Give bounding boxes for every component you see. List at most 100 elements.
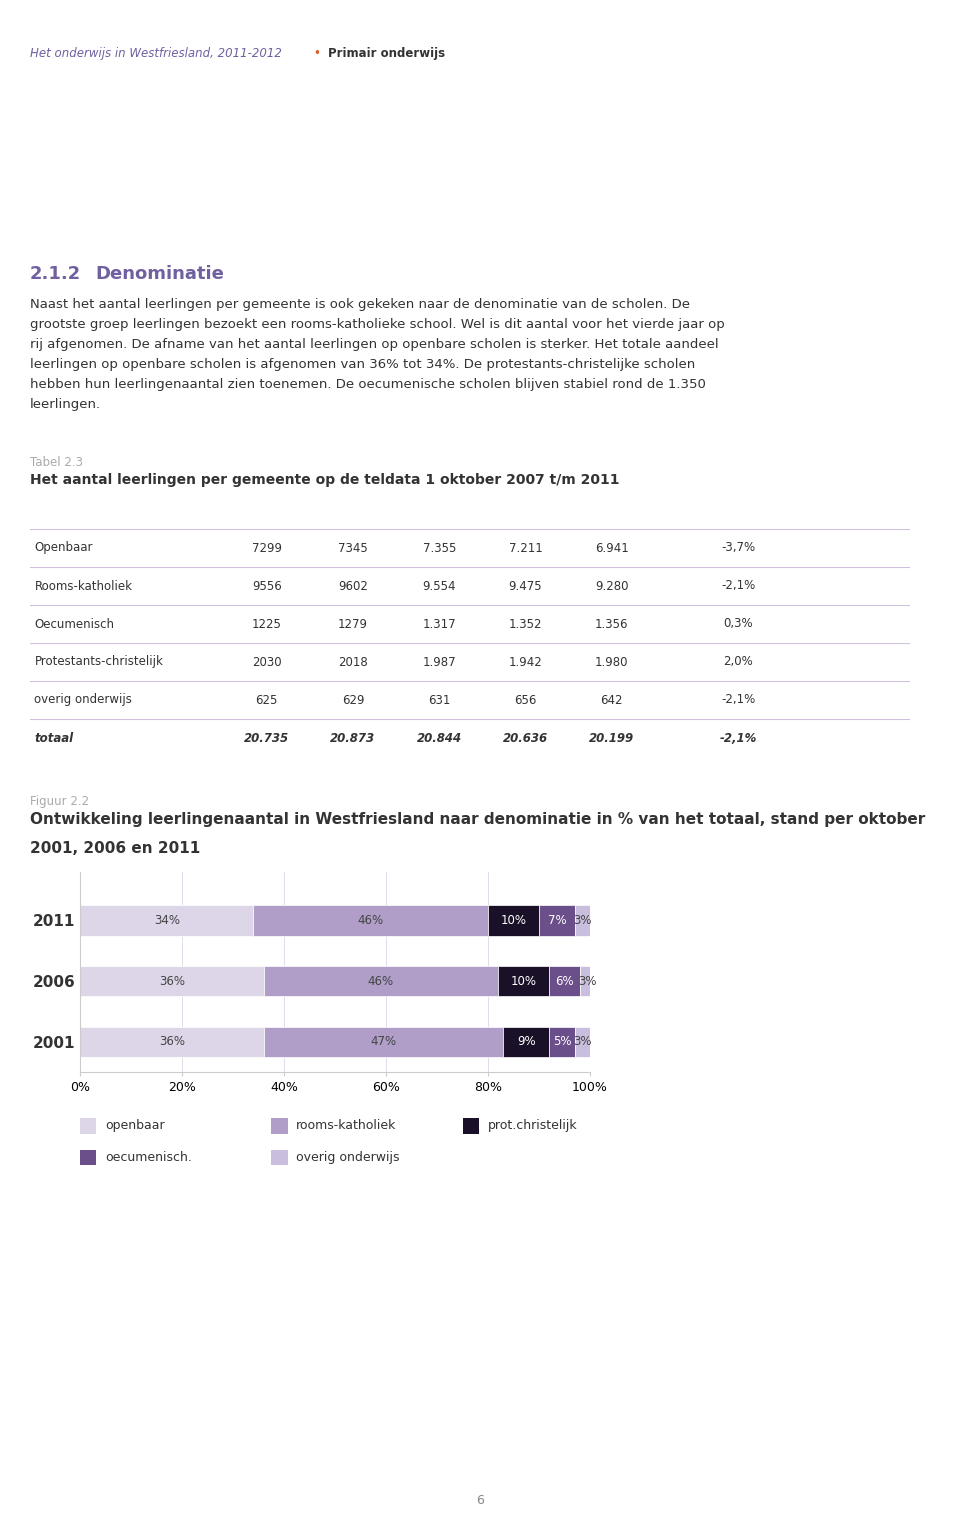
Text: overig onderwijs: overig onderwijs: [35, 693, 132, 707]
Text: 3%: 3%: [573, 1035, 591, 1049]
Text: Rooms-katholiek: Rooms-katholiek: [35, 579, 132, 593]
Text: Protestants-christelijk: Protestants-christelijk: [35, 655, 163, 669]
Text: Primair onderwijs: Primair onderwijs: [327, 47, 444, 59]
Text: 2011: 2011: [595, 503, 628, 517]
Text: 1.352: 1.352: [509, 617, 542, 631]
Bar: [503, 1027, 549, 1056]
Text: 1.317: 1.317: [422, 617, 456, 631]
Bar: [272, 1119, 288, 1134]
Text: 9602: 9602: [338, 579, 368, 593]
Bar: [80, 966, 264, 997]
Text: 9.475: 9.475: [509, 579, 542, 593]
Text: hebben hun leerlingenaantal zien toenemen. De oecumenische scholen blijven stabi: hebben hun leerlingenaantal zien toeneme…: [30, 378, 706, 392]
Text: Naast het aantal leerlingen per gemeente is ook gekeken naar de denominatie van : Naast het aantal leerlingen per gemeente…: [30, 299, 690, 311]
Text: 656: 656: [515, 693, 537, 707]
Text: Openbaar: Openbaar: [35, 541, 93, 555]
Text: 2,0%: 2,0%: [724, 655, 754, 669]
Bar: [575, 1027, 590, 1056]
Text: rij afgenomen. De afname van het aantal leerlingen op openbare scholen is sterke: rij afgenomen. De afname van het aantal …: [30, 338, 719, 351]
Bar: [498, 966, 549, 997]
Text: Tabel 2.3: Tabel 2.3: [30, 456, 83, 468]
Bar: [463, 1119, 479, 1134]
Text: leerlingen op openbare scholen is afgenomen van 36% tot 34%. De protestants-chri: leerlingen op openbare scholen is afgeno…: [30, 358, 695, 370]
Text: 7.211: 7.211: [509, 541, 542, 555]
Text: 2.1.2: 2.1.2: [30, 265, 82, 283]
Text: 20.199: 20.199: [589, 732, 635, 745]
Text: -2,1%: -2,1%: [721, 579, 756, 593]
Text: 20.735: 20.735: [244, 732, 289, 745]
Text: 1.980: 1.980: [595, 655, 629, 669]
Bar: [80, 1149, 96, 1164]
Text: 36%: 36%: [158, 974, 184, 988]
Text: 47%: 47%: [371, 1035, 396, 1049]
Text: 9%: 9%: [516, 1035, 536, 1049]
Bar: [549, 966, 580, 997]
Bar: [80, 1027, 264, 1056]
Bar: [539, 905, 575, 936]
Text: 2018: 2018: [338, 655, 368, 669]
Text: 6%: 6%: [555, 974, 574, 988]
Text: 625: 625: [255, 693, 277, 707]
Text: Oecumenisch: Oecumenisch: [35, 617, 114, 631]
Text: 20.636: 20.636: [503, 732, 548, 745]
Text: 5%: 5%: [553, 1035, 571, 1049]
Bar: [80, 1119, 96, 1134]
Text: oecumenisch.: oecumenisch.: [105, 1151, 192, 1164]
Text: 2009: 2009: [423, 503, 455, 517]
Text: 36%: 36%: [158, 1035, 184, 1049]
Text: Ontwikkeling leerlingenaantal in Westfriesland naar denominatie in % van het tot: Ontwikkeling leerlingenaantal in Westfri…: [30, 812, 925, 828]
Text: 20.873: 20.873: [330, 732, 375, 745]
Text: trend 2010-2011: trend 2010-2011: [684, 503, 794, 517]
Text: 46%: 46%: [358, 914, 384, 927]
Text: rooms-katholiek: rooms-katholiek: [297, 1119, 396, 1132]
Text: Het aantal leerlingen per gemeente op de teldata 1 oktober 2007 t/m 2011: Het aantal leerlingen per gemeente op de…: [30, 472, 619, 488]
Text: -3,7%: -3,7%: [721, 541, 756, 555]
Text: 2010: 2010: [509, 503, 541, 517]
Text: 1.942: 1.942: [509, 655, 542, 669]
Bar: [549, 1027, 575, 1056]
Text: 46%: 46%: [368, 974, 394, 988]
Text: 20.844: 20.844: [417, 732, 462, 745]
Text: 2001, 2006 en 2011: 2001, 2006 en 2011: [30, 841, 201, 855]
Text: Figuur 2.2: Figuur 2.2: [30, 794, 89, 808]
Text: 9.280: 9.280: [595, 579, 629, 593]
Text: 2007: 2007: [251, 503, 283, 517]
Text: 7.355: 7.355: [422, 541, 456, 555]
Bar: [264, 966, 498, 997]
Text: 10%: 10%: [511, 974, 537, 988]
Text: totaal: totaal: [35, 732, 74, 745]
Bar: [580, 966, 595, 997]
Text: 3%: 3%: [573, 914, 591, 927]
Bar: [264, 1027, 503, 1056]
Text: 7345: 7345: [338, 541, 368, 555]
Text: 631: 631: [428, 693, 450, 707]
Text: 6: 6: [476, 1494, 484, 1507]
Text: Het onderwijs in Westfriesland, 2011-2012: Het onderwijs in Westfriesland, 2011-201…: [30, 47, 282, 59]
Text: 9556: 9556: [252, 579, 281, 593]
Bar: [272, 1149, 288, 1164]
Text: 9.554: 9.554: [422, 579, 456, 593]
Text: leerlingen.: leerlingen.: [30, 398, 101, 411]
Text: 1279: 1279: [338, 617, 368, 631]
Text: prot.christelijk: prot.christelijk: [488, 1119, 577, 1132]
Text: 642: 642: [600, 693, 623, 707]
Text: 0,3%: 0,3%: [724, 617, 754, 631]
Text: •: •: [314, 47, 321, 59]
Text: 1.987: 1.987: [422, 655, 456, 669]
Text: Denominatie: Denominatie: [95, 265, 224, 283]
Text: overig onderwijs: overig onderwijs: [297, 1151, 400, 1164]
Text: openbaar: openbaar: [105, 1119, 164, 1132]
Text: -2,1%: -2,1%: [721, 693, 756, 707]
Text: 34%: 34%: [154, 914, 180, 927]
Text: 6.941: 6.941: [595, 541, 629, 555]
Text: 1.356: 1.356: [595, 617, 629, 631]
Text: 2030: 2030: [252, 655, 281, 669]
Bar: [80, 905, 253, 936]
Text: 7299: 7299: [252, 541, 281, 555]
Text: 2008: 2008: [337, 503, 370, 517]
Text: 10%: 10%: [500, 914, 526, 927]
Bar: [575, 905, 590, 936]
Text: 3%: 3%: [578, 974, 597, 988]
Text: grootste groep leerlingen bezoekt een rooms-katholieke school. Wel is dit aantal: grootste groep leerlingen bezoekt een ro…: [30, 319, 725, 331]
Text: 629: 629: [342, 693, 364, 707]
